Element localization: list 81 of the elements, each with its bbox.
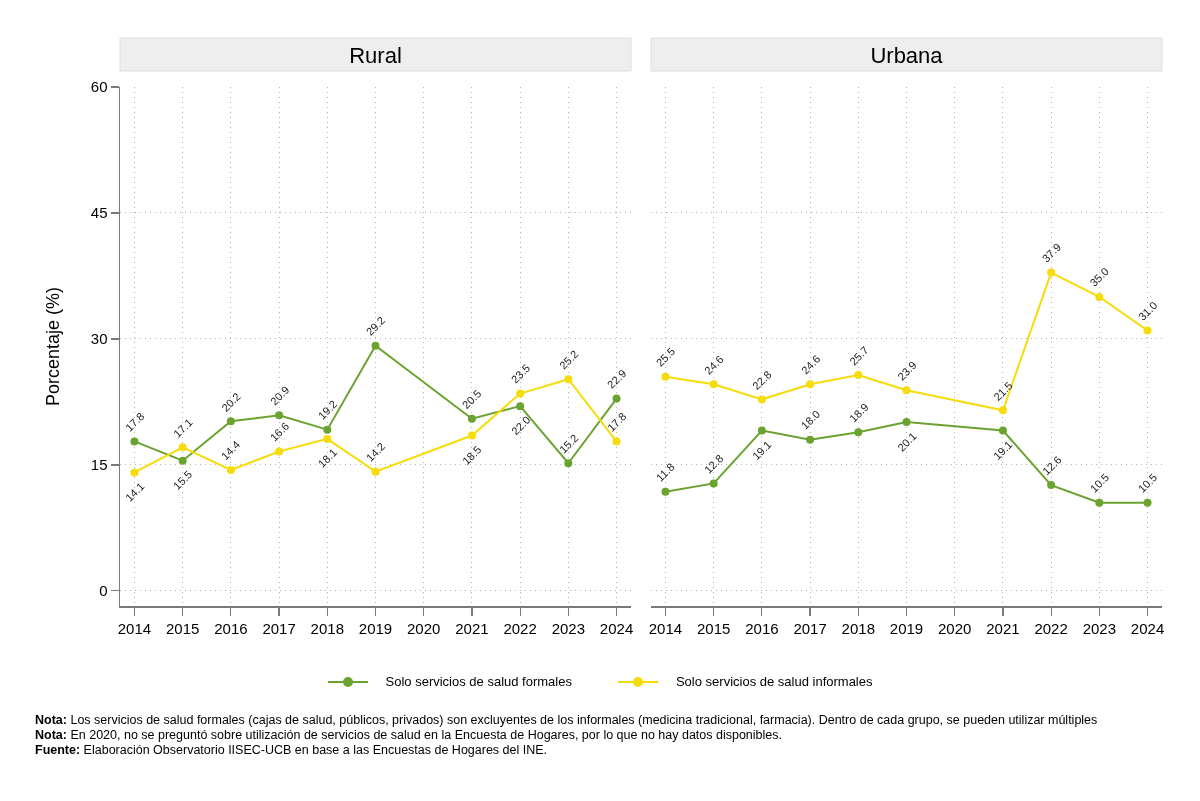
point <box>371 341 380 350</box>
point <box>226 465 235 474</box>
y-axis-title: Porcentaje (%) <box>43 286 64 407</box>
point <box>516 402 525 411</box>
data-label: 37.9 <box>1039 240 1064 265</box>
point <box>1047 268 1056 277</box>
x-tick-label: 2019 <box>358 619 393 637</box>
x-tick-label: 2017 <box>262 619 296 637</box>
x-tick-label: 2015 <box>696 619 731 637</box>
data-label: 19.1 <box>749 438 774 462</box>
x-tick-label: 2014 <box>117 619 152 637</box>
data-label: 19.1 <box>990 438 1015 462</box>
point <box>902 386 911 395</box>
point <box>178 443 187 452</box>
point <box>612 437 621 446</box>
point <box>709 380 718 389</box>
chart-title: Rural <box>349 42 402 68</box>
x-tick-label: 2022 <box>1034 619 1068 637</box>
x-tick-label: 2023 <box>1082 619 1117 637</box>
data-label: 35.0 <box>1087 265 1112 289</box>
point <box>612 394 621 403</box>
point <box>130 468 139 477</box>
point <box>371 467 380 476</box>
chart-title: Urbana <box>870 42 944 68</box>
point <box>806 380 815 389</box>
legend-label: Solo servicios de salud informales <box>675 674 873 689</box>
point <box>998 426 1007 435</box>
x-tick-label: 2018 <box>841 619 875 637</box>
point <box>1095 498 1104 507</box>
point <box>323 434 332 443</box>
point <box>564 375 573 384</box>
x-tick-label: 2020 <box>407 619 441 637</box>
text: Nota: Los servicios de salud formales (cajas de salud, públicos, privados) son excluyentes de los informales (medicina tradicional, farmacia). Dentro de cada grupo, se pueden utilizar múltiples <box>35 713 1098 727</box>
x-tick-label: 2014 <box>648 619 683 637</box>
x-tick-label: 2021 <box>455 619 489 637</box>
point <box>130 437 139 446</box>
point <box>1047 481 1056 490</box>
x-tick-label: 2018 <box>310 619 344 637</box>
point <box>467 431 476 440</box>
point <box>757 426 766 435</box>
data-label: 14.1 <box>122 480 147 504</box>
y-tick-label: 30 <box>90 330 108 348</box>
point <box>998 406 1007 415</box>
x-tick-label: 2021 <box>986 619 1020 637</box>
x-tick-label: 2019 <box>889 619 924 637</box>
point <box>1095 292 1104 301</box>
point <box>661 372 670 381</box>
point <box>275 447 284 456</box>
point <box>1143 498 1152 507</box>
x-tick-label: 2017 <box>793 619 827 637</box>
point <box>709 479 718 488</box>
x-tick-label: 2023 <box>551 619 586 637</box>
x-tick-label: 2024 <box>1130 619 1165 637</box>
x-tick-label: 2016 <box>214 619 248 637</box>
y-tick-label: 60 <box>90 78 108 96</box>
point <box>564 459 573 468</box>
y-tick-label: 15 <box>90 456 108 474</box>
text: Nota: En 2020, no se preguntó sobre utilización de servicios de salud en la Encuesta de Hogares, por lo que no hay datos disponibles. <box>35 728 782 742</box>
point <box>854 371 863 380</box>
point <box>661 487 670 496</box>
point <box>467 414 476 423</box>
legend-label: Solo servicios de salud formales <box>385 674 572 689</box>
source-note: Fuente: Elaboración Observatorio IISEC-UCB en base a las Encuestas de Hogares del INE. <box>35 743 548 757</box>
y-tick-label: 0 <box>99 582 108 600</box>
point <box>806 435 815 444</box>
point <box>323 425 332 434</box>
x-tick-label: 2020 <box>938 619 972 637</box>
point <box>275 411 284 420</box>
x-tick-label: 2016 <box>745 619 779 637</box>
point <box>226 417 235 426</box>
point <box>1143 326 1152 335</box>
y-tick-label: 45 <box>90 204 108 222</box>
data-label: 31.0 <box>1135 299 1160 323</box>
point <box>757 395 766 404</box>
point <box>516 389 525 398</box>
point <box>854 428 863 437</box>
x-tick-label: 2015 <box>165 619 200 637</box>
point <box>902 418 911 427</box>
point <box>178 456 187 465</box>
x-tick-label: 2024 <box>599 619 634 637</box>
x-tick-label: 2022 <box>503 619 537 637</box>
